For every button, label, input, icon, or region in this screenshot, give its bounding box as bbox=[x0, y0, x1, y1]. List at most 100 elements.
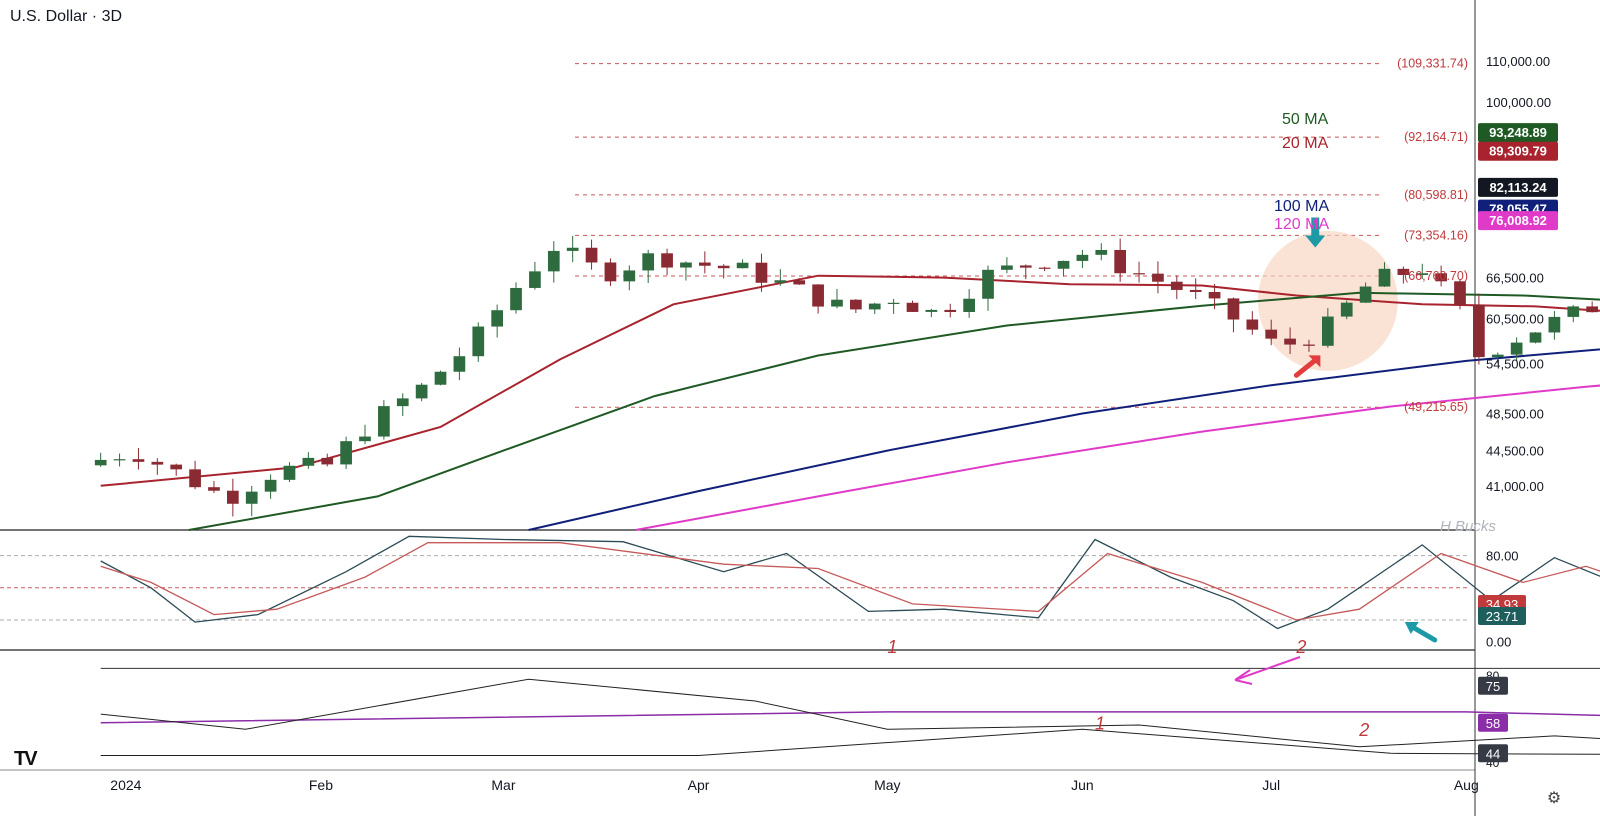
candle-body bbox=[547, 250, 560, 272]
candle-body bbox=[1001, 265, 1013, 270]
candle-body bbox=[510, 287, 522, 311]
highlight-layer bbox=[1257, 230, 1398, 371]
candle-body bbox=[113, 459, 126, 461]
candle-body bbox=[1397, 268, 1410, 275]
ind-badge bbox=[1478, 713, 1508, 732]
y-tick-label: 41,000.00 bbox=[1486, 479, 1544, 494]
candle-body bbox=[321, 457, 334, 465]
settings-gear-icon[interactable]: ⚙ bbox=[1546, 790, 1562, 807]
level-label: (92,164.71) bbox=[1404, 130, 1468, 144]
candle-body bbox=[642, 253, 655, 271]
candle-body bbox=[1567, 306, 1580, 317]
candle-body bbox=[283, 465, 296, 480]
candle-body bbox=[1416, 273, 1429, 275]
y-tick-label: 60,500.00 bbox=[1486, 311, 1544, 326]
osc-tick-label: 0.00 bbox=[1486, 634, 1511, 649]
arrow-down-icon bbox=[1305, 217, 1326, 248]
x-tick-label: 2024 bbox=[110, 777, 141, 793]
ma120-line bbox=[635, 384, 1600, 531]
x-tick-label: Feb bbox=[309, 777, 333, 793]
candle-body bbox=[472, 326, 485, 357]
candle-body bbox=[94, 459, 107, 466]
ma-label: 50 MA bbox=[1282, 111, 1329, 128]
candle-body bbox=[359, 436, 371, 442]
oscillator-series-line bbox=[100, 542, 1600, 621]
candle-body bbox=[1170, 281, 1183, 290]
candle-body bbox=[736, 262, 749, 269]
osc-arrow-head-icon bbox=[1404, 622, 1419, 634]
indicator-annotation: 1 bbox=[1095, 713, 1105, 733]
candle-body bbox=[604, 262, 617, 282]
x-tick-label: Aug bbox=[1454, 777, 1479, 793]
oscillator-series-line bbox=[100, 535, 1600, 630]
indicator-upper-line bbox=[100, 667, 1600, 669]
candle-body bbox=[264, 479, 277, 492]
candle-body bbox=[396, 398, 409, 407]
candle-body bbox=[1038, 267, 1051, 269]
candle-body bbox=[944, 309, 957, 312]
price-badge bbox=[1478, 177, 1558, 197]
candle-body bbox=[868, 303, 881, 310]
ma100-line bbox=[528, 348, 1600, 531]
y-tick-label: 54,500.00 bbox=[1486, 356, 1544, 371]
highlight-circle bbox=[1257, 230, 1398, 371]
x-tick-label: Mar bbox=[491, 777, 515, 793]
candle-body bbox=[831, 299, 843, 307]
level-label: (73,354.16) bbox=[1404, 228, 1468, 242]
candle-body bbox=[245, 491, 258, 504]
ma50-line bbox=[188, 291, 1600, 531]
candle-body bbox=[717, 265, 730, 269]
candle-body bbox=[623, 270, 636, 282]
candle-body bbox=[170, 464, 183, 470]
y-tick-label: 44,500.00 bbox=[1486, 444, 1544, 459]
price-badge-label: 82,113.24 bbox=[1489, 180, 1547, 195]
osc-arrow-icon bbox=[1408, 623, 1438, 643]
y-tick-label: 48,500.00 bbox=[1486, 407, 1544, 422]
candle-body bbox=[1152, 273, 1164, 282]
candle-body bbox=[1378, 268, 1391, 287]
watermark: H Bucks bbox=[1440, 518, 1496, 535]
level-label: (49,215.65) bbox=[1404, 400, 1468, 414]
candle-body bbox=[189, 469, 201, 488]
candle-body bbox=[529, 271, 541, 288]
candle-body bbox=[1454, 281, 1466, 305]
candle-body bbox=[850, 299, 862, 310]
candle-body bbox=[378, 406, 390, 437]
arrow-head-icon bbox=[1308, 355, 1321, 368]
arrows-layer bbox=[1293, 217, 1326, 378]
candle-body bbox=[1114, 249, 1127, 274]
x-tick-label: Jun bbox=[1071, 777, 1094, 793]
candle-body bbox=[755, 262, 768, 283]
candle-body bbox=[415, 384, 428, 399]
ma-label: 100 MA bbox=[1274, 198, 1329, 215]
price-badge-label: 93,248.89 bbox=[1489, 125, 1547, 140]
candle-body bbox=[774, 280, 787, 283]
candle-body bbox=[1227, 298, 1240, 320]
ind-badge-label: 58 bbox=[1486, 716, 1500, 731]
candle-body bbox=[793, 280, 806, 285]
indicator-arrow-icon bbox=[1234, 656, 1301, 685]
level-label: (80,598.81) bbox=[1404, 188, 1468, 202]
osc-badge-label: 23.71 bbox=[1486, 609, 1519, 624]
candle-body bbox=[698, 262, 711, 266]
price-badge bbox=[1478, 211, 1558, 231]
candle-body bbox=[1303, 344, 1315, 346]
candle-body bbox=[1057, 260, 1070, 269]
candle-body bbox=[453, 356, 466, 372]
candle-body bbox=[887, 302, 900, 304]
candle-body bbox=[1586, 306, 1599, 313]
candle-body bbox=[1510, 342, 1523, 355]
price-badge bbox=[1478, 141, 1558, 161]
candle-body bbox=[1321, 316, 1334, 346]
level-label: (109,331.74) bbox=[1397, 57, 1468, 71]
grid-layer bbox=[0, 0, 1476, 816]
osc-tick-label: 80.00 bbox=[1486, 549, 1519, 564]
ind-badge bbox=[1478, 676, 1508, 695]
candle-body bbox=[132, 459, 145, 462]
x-tick-label: Apr bbox=[688, 777, 710, 793]
candle-body bbox=[226, 490, 239, 504]
